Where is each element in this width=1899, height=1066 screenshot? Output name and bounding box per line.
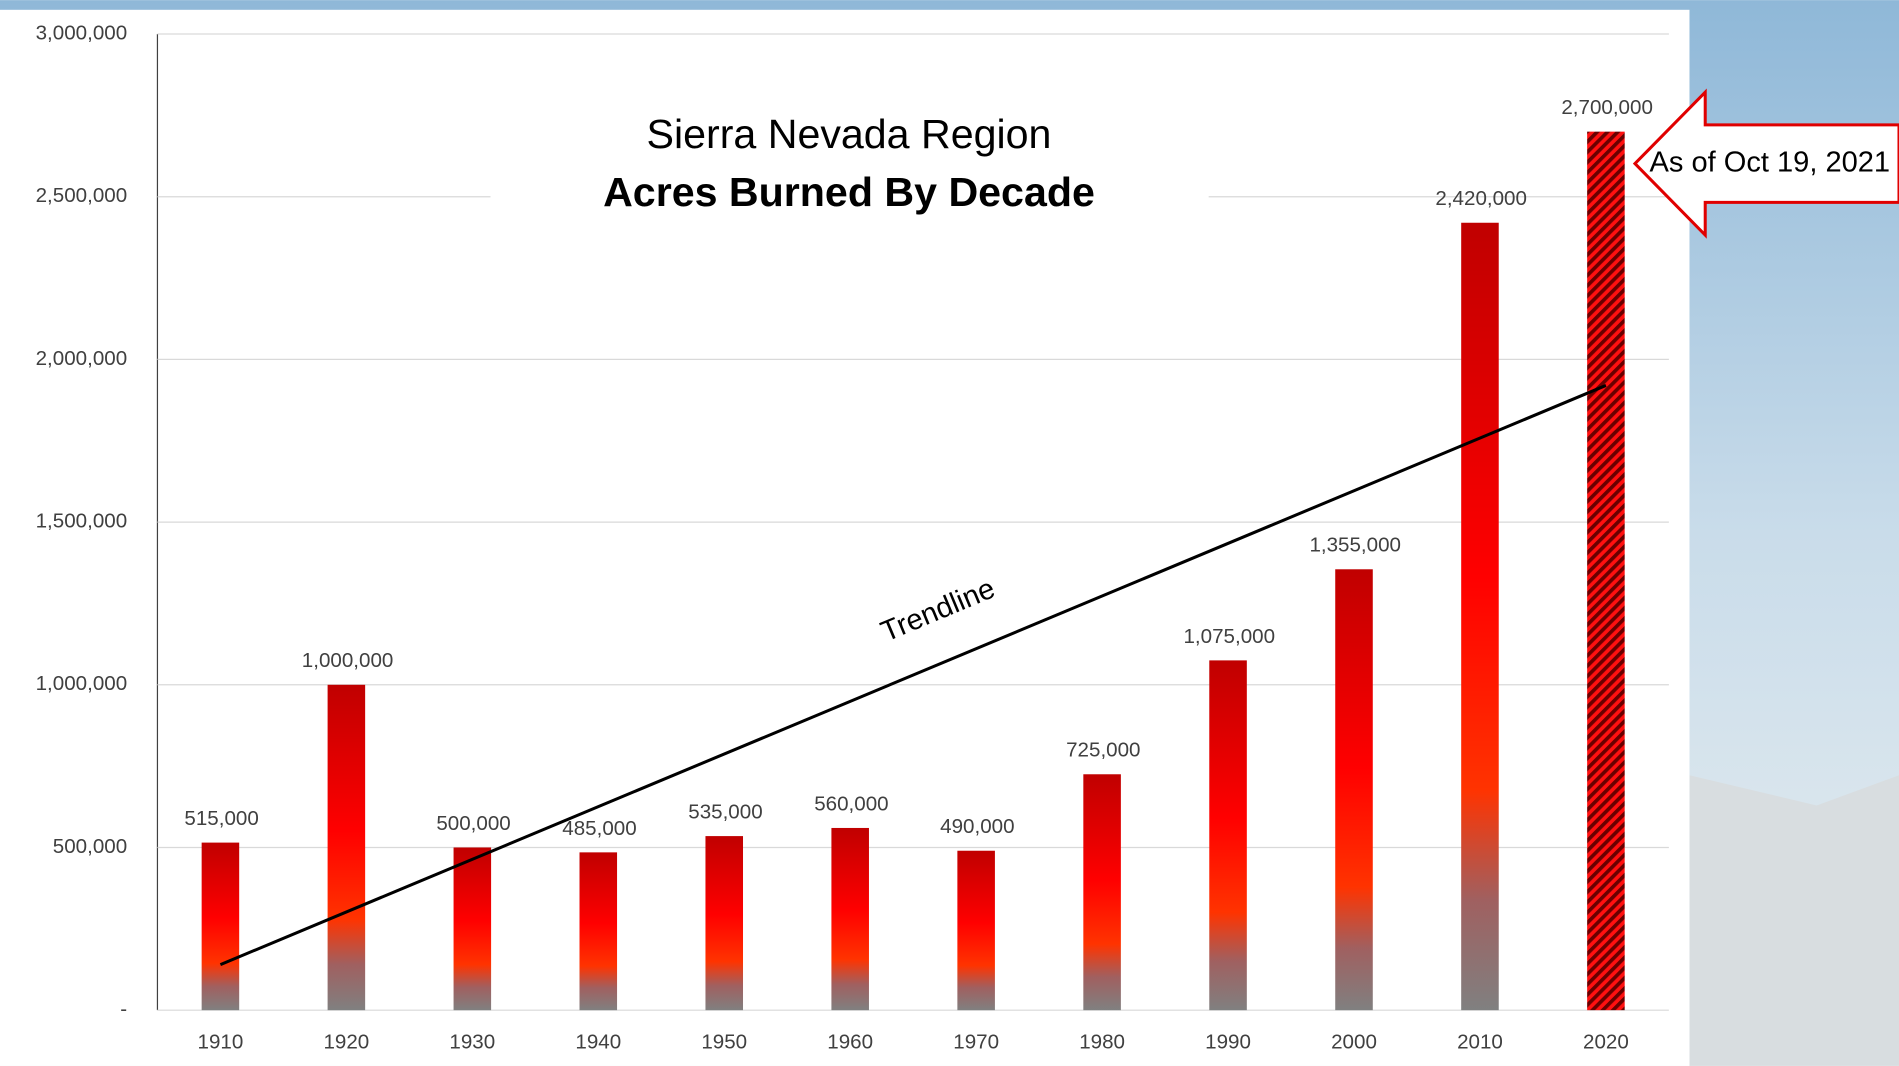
bar bbox=[328, 685, 366, 1010]
x-tick-label: 1920 bbox=[323, 1030, 369, 1053]
x-tick-label: 1940 bbox=[575, 1030, 621, 1053]
value-label: 500,000 bbox=[436, 812, 510, 835]
value-label: 725,000 bbox=[1066, 739, 1140, 762]
y-tick-label: - bbox=[120, 998, 127, 1021]
bar bbox=[580, 852, 618, 1010]
x-tick-label: 2010 bbox=[1457, 1030, 1503, 1053]
value-label: 1,075,000 bbox=[1183, 625, 1275, 648]
bar bbox=[454, 847, 492, 1010]
value-label: 535,000 bbox=[688, 801, 762, 824]
value-label: 515,000 bbox=[184, 807, 258, 830]
x-tick-label: 1930 bbox=[449, 1030, 495, 1053]
mountain bbox=[1689, 775, 1899, 1066]
bar bbox=[1461, 223, 1499, 1010]
value-label: 490,000 bbox=[940, 815, 1014, 838]
bar bbox=[202, 843, 240, 1011]
chart: Sierra Nevada Region Acres Burned By Dec… bbox=[0, 0, 1899, 1066]
x-tick-label: 1980 bbox=[1079, 1030, 1125, 1053]
value-label: 2,700,000 bbox=[1561, 96, 1653, 119]
x-tick-label: 1910 bbox=[198, 1030, 244, 1053]
y-tick-label: 1,000,000 bbox=[36, 672, 128, 695]
chart-title: Sierra Nevada Region bbox=[647, 111, 1052, 157]
bar bbox=[1083, 774, 1121, 1010]
value-label: 2,420,000 bbox=[1435, 187, 1527, 210]
value-label: 560,000 bbox=[814, 792, 888, 815]
bar bbox=[1335, 569, 1373, 1010]
y-tick-label: 500,000 bbox=[53, 835, 127, 858]
x-tick-label: 1950 bbox=[701, 1030, 747, 1053]
bar bbox=[705, 836, 743, 1010]
value-label: 1,000,000 bbox=[302, 649, 394, 672]
x-tick-label: 1970 bbox=[953, 1030, 999, 1053]
x-tick-label: 2020 bbox=[1583, 1030, 1629, 1053]
annotation: As of Oct 19, 2021 bbox=[1650, 146, 1891, 178]
value-label: 485,000 bbox=[562, 817, 636, 840]
x-tick-label: 1990 bbox=[1205, 1030, 1251, 1053]
value-label: 1,355,000 bbox=[1309, 534, 1401, 557]
bar bbox=[831, 828, 869, 1010]
x-tick-label: 2000 bbox=[1331, 1030, 1377, 1053]
y-tick-label: 2,000,000 bbox=[36, 347, 128, 370]
bar bbox=[1587, 132, 1625, 1011]
bar bbox=[1209, 660, 1247, 1010]
y-tick-label: 3,000,000 bbox=[36, 21, 128, 44]
y-tick-label: 2,500,000 bbox=[36, 184, 128, 207]
bar bbox=[957, 851, 995, 1010]
chart-subtitle: Acres Burned By Decade bbox=[603, 169, 1095, 215]
x-tick-label: 1960 bbox=[827, 1030, 873, 1053]
y-tick-label: 1,500,000 bbox=[36, 510, 128, 533]
